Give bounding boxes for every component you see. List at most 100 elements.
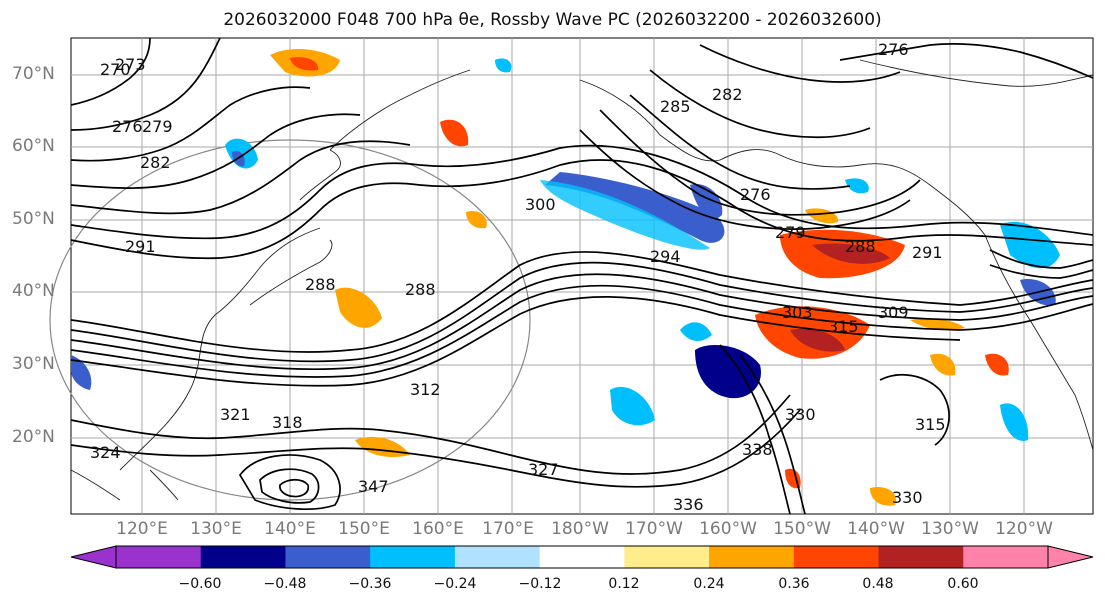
lat-label: 30°N: [12, 354, 55, 374]
contour-label: 276: [112, 117, 143, 136]
lon-label: 140°W: [847, 519, 905, 539]
contour-label: 321: [220, 405, 251, 424]
lon-label: 130°E: [190, 519, 242, 539]
colorbar-segment: [878, 546, 964, 568]
lat-label: 60°N: [12, 136, 55, 156]
lon-label: 130°W: [921, 519, 979, 539]
lon-label: 180°W: [551, 519, 609, 539]
colorbar-tick-label: 0.60: [947, 576, 979, 592]
lon-label: 160°W: [699, 519, 757, 539]
negative-anomaly-patch: [71, 355, 92, 390]
positive-anomaly-patch: [805, 208, 839, 224]
colorbar-segment: [709, 546, 795, 568]
contour-label: 273: [115, 55, 146, 74]
contour-label: 300: [525, 195, 556, 214]
contour-label: 315: [828, 317, 859, 336]
colorbar-tick-label: −0.48: [263, 576, 307, 592]
contour-label: 288: [845, 237, 876, 256]
contour-label: 338: [742, 440, 773, 459]
contour-label: 291: [912, 243, 943, 262]
coastlines: [70, 59, 1094, 501]
negative-anomaly-patch: [610, 386, 655, 426]
contour-label: 276: [878, 40, 909, 59]
theta-e-contours: [70, 37, 1094, 515]
lat-label: 20°N: [12, 427, 55, 447]
colorbar-extend-high: [1047, 545, 1094, 569]
contour-label: 318: [272, 413, 303, 432]
negative-anomaly-patch: [695, 345, 761, 399]
contour-label: 282: [140, 153, 171, 172]
contour-label: 330: [892, 488, 923, 507]
lon-label: 150°E: [338, 519, 390, 539]
lon-label: 120°E: [116, 519, 168, 539]
colorbar-segment: [624, 546, 710, 568]
colorbar-segment: [793, 546, 880, 568]
contour-label: 291: [125, 237, 156, 256]
contour-label: 285: [660, 97, 691, 116]
colorbar-segment: [454, 546, 541, 568]
negative-anomaly-patch: [1000, 403, 1029, 441]
contour-label: 324: [90, 443, 121, 462]
lon-label: 160°E: [412, 519, 464, 539]
positive-anomaly-patch: [290, 57, 319, 71]
region-circle: [49, 139, 531, 501]
colorbar-tick-label: 0.24: [693, 576, 725, 592]
colorbar-tick-label: 0.48: [862, 576, 894, 592]
contour-label: 288: [405, 280, 436, 299]
contour-label: 276: [740, 185, 771, 204]
contour-label: 282: [712, 85, 743, 104]
colorbar-segment: [200, 546, 286, 568]
lon-label: 140°E: [264, 519, 316, 539]
negative-anomaly-patch: [845, 178, 869, 194]
lat-label: 40°N: [12, 281, 55, 301]
lon-label: 120°W: [995, 519, 1053, 539]
contour-label: 336: [673, 495, 704, 514]
figure-title: 2026032000 F048 700 hPa θe, Rossby Wave …: [223, 10, 882, 30]
map-panel: [70, 37, 1094, 515]
contour-label: 312: [410, 380, 441, 399]
contour-label: 288: [305, 275, 336, 294]
lon-label: 150°W: [773, 519, 831, 539]
negative-anomaly-patch: [495, 58, 512, 73]
colorbar-extend-low: [70, 545, 117, 569]
positive-anomaly-patch: [790, 328, 845, 352]
positive-anomaly-patch: [335, 287, 382, 328]
negative-anomaly-patch: [1000, 221, 1060, 269]
colorbar-tick-label: 0.36: [778, 576, 810, 592]
contour-label: 303: [782, 303, 813, 322]
positive-anomaly-patch: [812, 243, 890, 264]
contour-label: 330: [785, 405, 816, 424]
positive-anomaly-patch: [466, 210, 487, 229]
lat-label: 70°N: [12, 64, 55, 84]
anomaly-shading: [71, 48, 1060, 506]
colorbar-tick-label: −0.60: [178, 576, 222, 592]
contour-label: 315: [915, 415, 946, 434]
colorbar-tick-label: −0.36: [348, 576, 392, 592]
positive-anomaly-patch: [910, 318, 965, 330]
positive-anomaly-patch: [440, 119, 469, 147]
contour-label: 294: [650, 247, 681, 266]
graticule: [71, 38, 1093, 514]
colorbar-segment: [539, 546, 625, 568]
lon-label: 170°E: [482, 519, 534, 539]
colorbar-segment: [116, 546, 202, 568]
contour-label: 309: [878, 303, 909, 322]
colorbar-tick-label: −0.24: [433, 576, 477, 592]
positive-anomaly-patch: [930, 353, 956, 376]
colorbar-segment: [285, 546, 371, 568]
lon-label: 170°W: [625, 519, 683, 539]
contour-labels: 276 276 276 279 279 282 282 285 288 288 …: [90, 40, 946, 514]
contour-label: 327: [528, 460, 559, 479]
contour-label: 279: [775, 223, 806, 242]
colorbar: [70, 545, 1094, 569]
contour-label: 347: [358, 477, 389, 496]
negative-anomaly-patch: [540, 180, 710, 250]
colorbar-tick-label: 0.12: [608, 576, 640, 592]
negative-anomaly-patch: [680, 322, 712, 342]
colorbar-segment: [370, 546, 456, 568]
colorbar-outline: [115, 545, 1049, 569]
colorbar-segment: [963, 546, 1049, 568]
contour-label: 270: [100, 60, 131, 79]
negative-anomaly-patch: [690, 184, 723, 219]
